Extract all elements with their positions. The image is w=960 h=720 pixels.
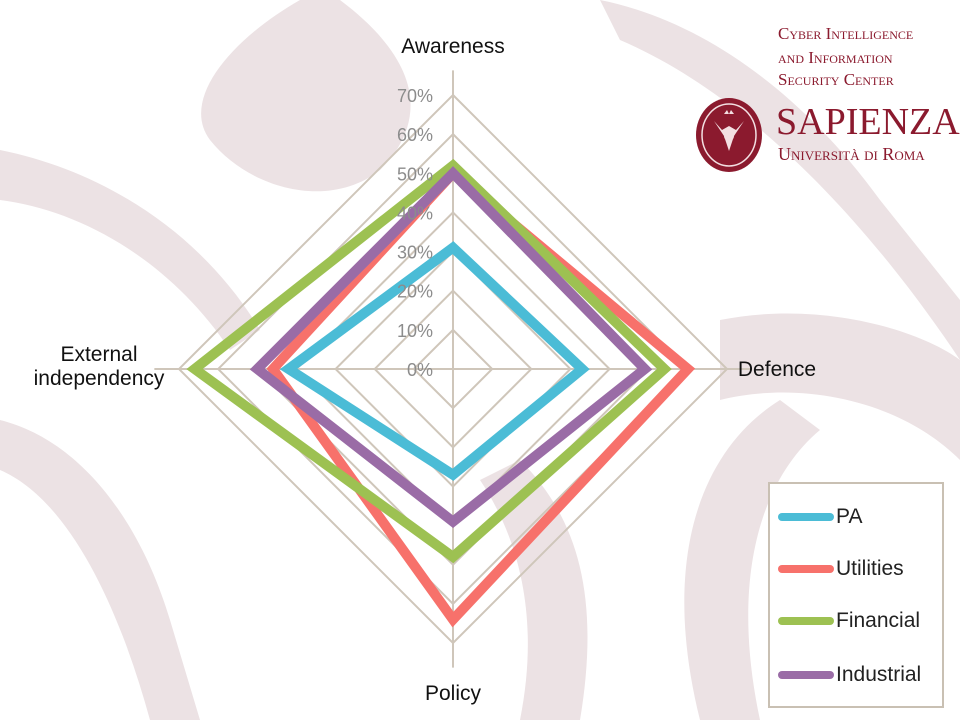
legend-swatch (778, 617, 834, 625)
logo-line1: Cyber Intelligence (778, 24, 914, 43)
legend-item-utilities: Utilities (778, 554, 904, 584)
logo-subtitle: Università di Roma (778, 144, 925, 164)
series-pa (279, 241, 590, 481)
sapienza-seal-icon (696, 98, 762, 172)
tick-label: 30% (397, 243, 433, 263)
radar-series (186, 158, 696, 628)
series-industrial (249, 166, 653, 529)
legend-label: Financial (836, 609, 921, 632)
tick-label: 50% (397, 164, 433, 184)
legend-item-industrial: Industrial (778, 660, 921, 690)
legend-item-pa: PA (778, 502, 862, 532)
logo-line3: Security Center (778, 70, 894, 89)
series-utilities (266, 166, 696, 628)
tick-label: 70% (397, 86, 433, 106)
tick-label: 60% (397, 125, 433, 145)
legend-swatch (778, 565, 834, 573)
axis-label-policy: Policy (424, 682, 482, 705)
tick-label: 20% (397, 282, 433, 302)
axis-label-defence: Defence (737, 358, 817, 381)
legend-label: Utilities (836, 557, 904, 580)
tick-label: 40% (397, 203, 433, 223)
series-financial (186, 158, 672, 564)
legend-label: PA (836, 505, 863, 528)
logo-name: Sapienza (776, 101, 960, 143)
legend-swatch (778, 671, 834, 679)
tick-label: 0% (407, 360, 433, 380)
legend: PA Utilities Financial Industrial (768, 482, 944, 708)
legend-swatch (778, 513, 834, 521)
legend-item-financial: Financial (778, 606, 920, 636)
axis-label-external-independency: External independency (33, 343, 165, 390)
tick-label: 10% (397, 321, 433, 341)
logo-line2: and Information (778, 48, 893, 67)
axis-label-awareness: Awareness (401, 35, 505, 58)
tick-labels: 0% 10% 20% 30% 40% 50% 60% 70% (397, 86, 433, 380)
legend-label: Industrial (836, 663, 922, 686)
